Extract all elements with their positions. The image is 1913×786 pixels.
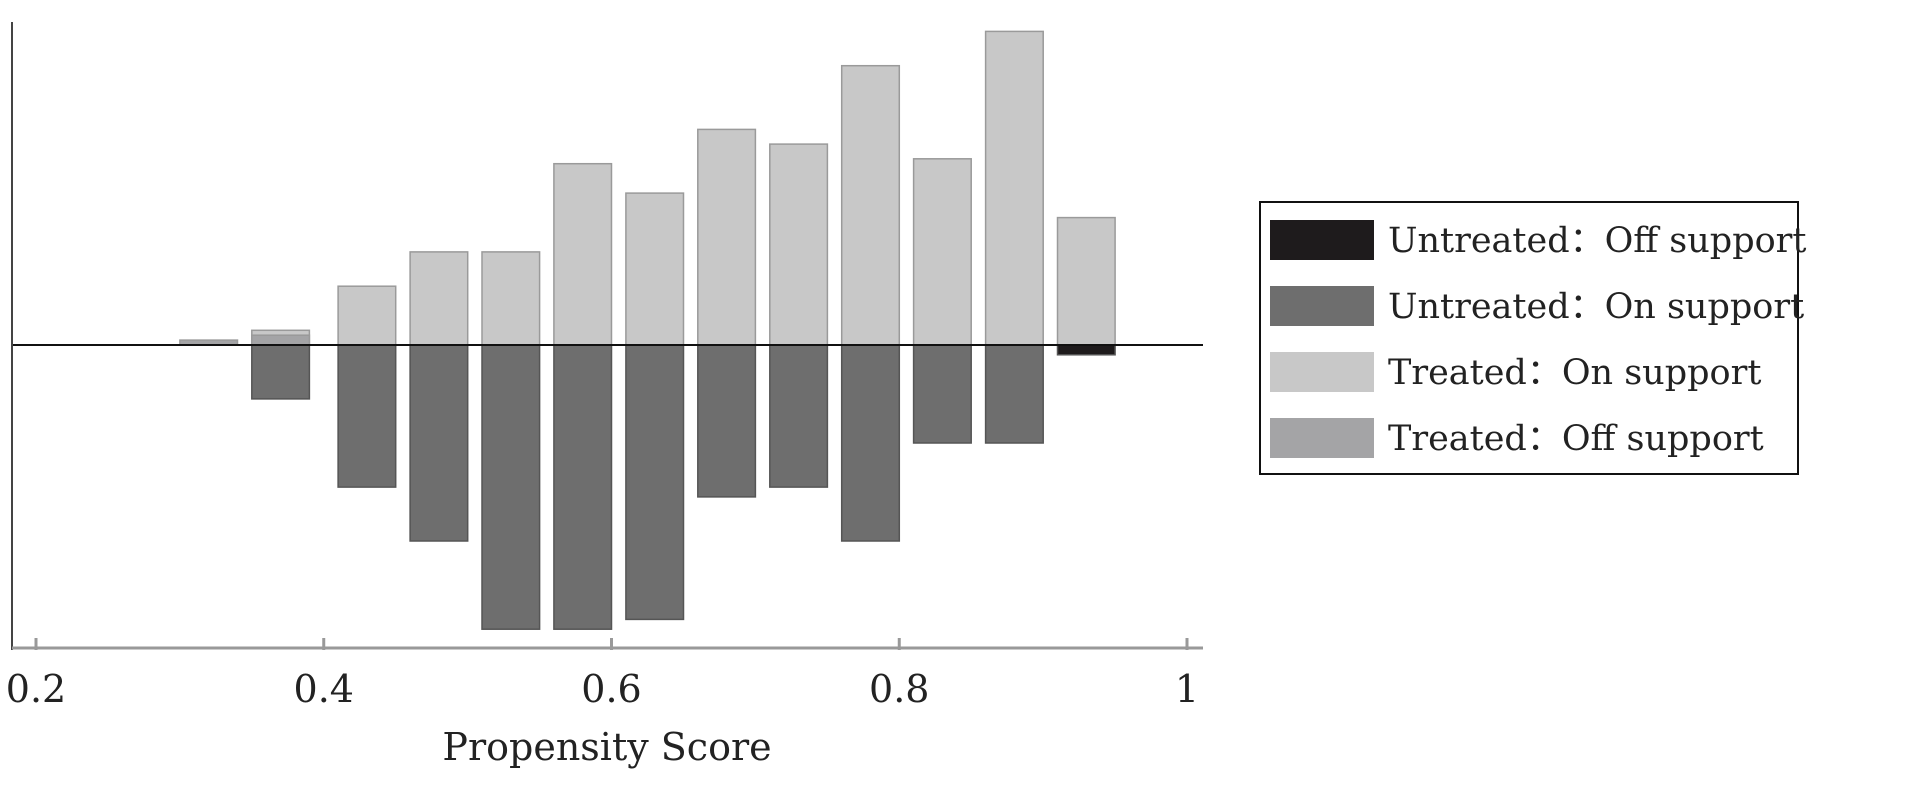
- bar-untreated-on-support-5: [625, 344, 685, 621]
- bar-untreated-on-support-1: [337, 344, 397, 488]
- bar-treated-on-support-4: [553, 162, 613, 346]
- legend-label-treated-on-support: Treated：On support: [1388, 353, 1761, 393]
- x-tick-label-3: 0.8: [869, 667, 929, 711]
- bar-treated-on-support-10: [984, 30, 1044, 346]
- legend-label-untreated-off-support: Untreated：Off support: [1388, 221, 1806, 261]
- bar-treated-on-support-1: [337, 285, 397, 346]
- bar-treated-on-support-7: [769, 143, 829, 346]
- x-tick-label-4: 1: [1175, 667, 1199, 711]
- bar-untreated-on-support-4: [553, 344, 613, 630]
- x-tick-label-1: 0.4: [294, 667, 354, 711]
- bar-treated-off-support-1: [251, 334, 311, 346]
- bar-treated-on-support-11: [1056, 216, 1116, 346]
- bar-untreated-on-support-2: [409, 344, 469, 542]
- x-tick-label-0: 0.2: [6, 667, 66, 711]
- x-axis-ticks: 0.2 0.4 0.6 0.8 1: [6, 638, 1199, 711]
- x-axis-title: Propensity Score: [442, 725, 771, 769]
- legend-swatch-untreated-off-support: [1270, 220, 1374, 260]
- legend-swatch-treated-on-support: [1270, 352, 1374, 392]
- bar-untreated-on-support-8: [840, 344, 901, 542]
- legend-label-treated-off-support: Treated：Off support: [1388, 419, 1764, 459]
- treated-bars: [179, 30, 1116, 346]
- legend-label-untreated-on-support: Untreated：On support: [1388, 287, 1804, 327]
- bar-treated-on-support-9: [912, 158, 972, 346]
- bar-treated-on-support-2: [409, 251, 469, 346]
- bar-treated-on-support-8: [840, 64, 901, 346]
- legend-items: Untreated：Off support Untreated：On suppor…: [1270, 220, 1806, 459]
- bar-untreated-off-support-0: [1056, 344, 1116, 356]
- legend: Untreated：Off support Untreated：On suppor…: [1259, 201, 1806, 475]
- bar-untreated-on-support-3: [481, 344, 541, 630]
- bar-untreated-on-support-7: [769, 344, 829, 488]
- legend-swatch-untreated-on-support: [1270, 286, 1374, 326]
- bar-untreated-on-support-0: [251, 344, 311, 400]
- bar-treated-on-support-3: [481, 251, 541, 346]
- bar-untreated-on-support-10: [984, 344, 1044, 444]
- legend-swatch-treated-off-support: [1270, 418, 1374, 458]
- x-tick-label-2: 0.6: [581, 667, 641, 711]
- bar-untreated-on-support-9: [912, 344, 972, 444]
- untreated-bars: [251, 344, 1116, 630]
- bar-treated-on-support-6: [697, 128, 757, 346]
- bar-untreated-on-support-6: [697, 344, 757, 498]
- bar-treated-on-support-5: [625, 192, 685, 346]
